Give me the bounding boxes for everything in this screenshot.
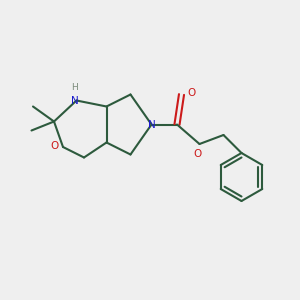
Text: N: N xyxy=(71,95,79,106)
Text: O: O xyxy=(193,148,201,159)
Text: O: O xyxy=(187,88,195,98)
Text: O: O xyxy=(50,140,59,151)
Text: N: N xyxy=(148,119,155,130)
Text: H: H xyxy=(72,83,78,92)
